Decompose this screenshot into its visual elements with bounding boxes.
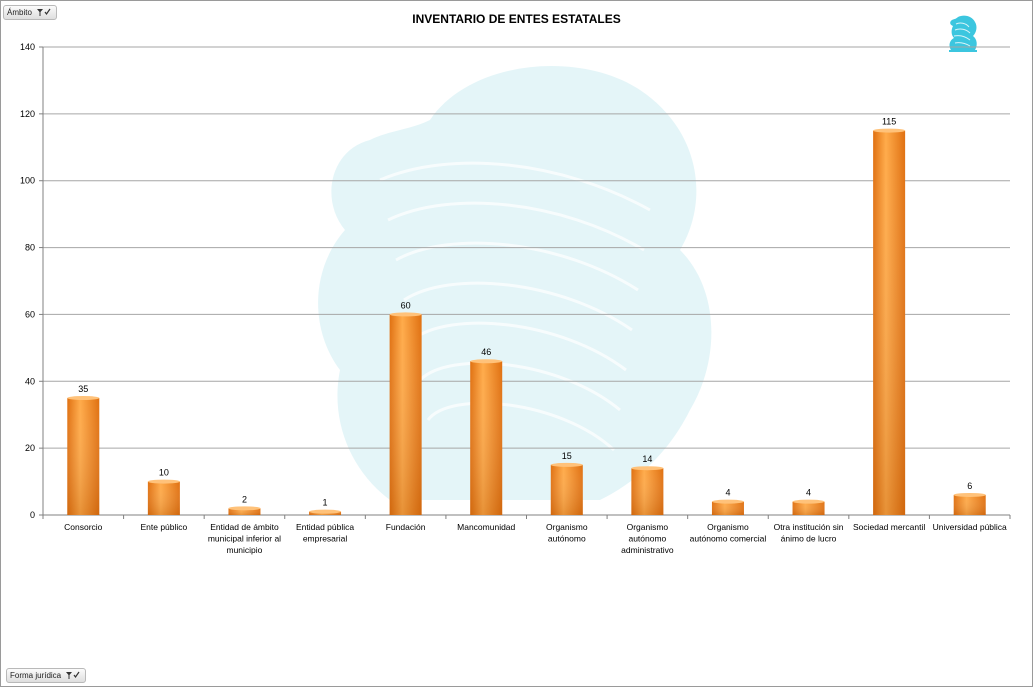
bar bbox=[389, 312, 422, 515]
y-tick-label: 80 bbox=[25, 243, 35, 253]
grid-lines bbox=[43, 46, 1010, 449]
bar bbox=[953, 492, 986, 515]
watermark-feather bbox=[411, 321, 627, 372]
data-labels: 35 10 2 1 60 46 15 14 4 4 115 6 bbox=[78, 117, 972, 508]
category-label: Universidad pública bbox=[933, 522, 1007, 532]
bar bbox=[228, 506, 261, 515]
filter-dropdown-icon bbox=[66, 671, 80, 680]
watermark-feather bbox=[403, 281, 633, 332]
category-label: Sociedad mercantil bbox=[853, 522, 925, 532]
category-label: Entidad pública empresarial bbox=[296, 522, 354, 544]
y-tick-label: 140 bbox=[20, 42, 35, 52]
data-label: 14 bbox=[642, 454, 652, 464]
bar bbox=[873, 128, 906, 516]
bars bbox=[67, 128, 986, 516]
bar bbox=[631, 466, 664, 515]
bar bbox=[309, 509, 342, 515]
x-axis-ticks: Consorcio Ente público Entidad de ámbito mu… bbox=[64, 522, 1007, 555]
category-label: Organismo autónomo bbox=[546, 522, 588, 544]
y-tick-label: 20 bbox=[25, 443, 35, 453]
bar bbox=[67, 396, 100, 515]
bar bbox=[550, 462, 583, 515]
data-label: 1 bbox=[323, 498, 328, 508]
category-label: Otra institución sin ánimo de lucro bbox=[774, 522, 844, 544]
bar bbox=[711, 499, 744, 515]
category-label: Fundación bbox=[386, 522, 426, 532]
forma-juridica-filter-button[interactable]: Forma jurídica bbox=[6, 668, 86, 683]
data-label: 46 bbox=[481, 347, 491, 357]
axes bbox=[42, 47, 1011, 519]
data-label: 2 bbox=[242, 494, 247, 504]
chart-title: INVENTARIO DE ENTES ESTATALES bbox=[412, 12, 621, 26]
filter-dropdown-icon bbox=[36, 8, 51, 17]
forma-juridica-filter-label: Forma jurídica bbox=[10, 671, 62, 680]
watermark-feather bbox=[418, 361, 621, 412]
data-label: 10 bbox=[159, 468, 169, 478]
data-label: 6 bbox=[967, 481, 972, 491]
category-label: Mancomunidad bbox=[457, 522, 515, 532]
watermark-feather bbox=[426, 401, 616, 452]
category-label: Ente público bbox=[140, 522, 187, 532]
data-label: 60 bbox=[401, 300, 411, 310]
ambito-filter-label: Ámbito bbox=[7, 8, 32, 17]
data-label: 115 bbox=[882, 117, 896, 127]
category-label: Organismo autónomo comercial bbox=[690, 522, 767, 544]
y-axis-ticks: 0 20 40 60 80 100 120 140 bbox=[20, 42, 43, 520]
watermark-shape bbox=[318, 66, 712, 500]
eagle-watermark bbox=[318, 66, 712, 500]
data-label: 15 bbox=[562, 451, 572, 461]
data-label: 35 bbox=[78, 384, 88, 394]
watermark-feather bbox=[379, 161, 651, 212]
y-tick-label: 0 bbox=[30, 510, 35, 520]
watermark-feather bbox=[387, 201, 645, 252]
data-label: 4 bbox=[806, 488, 811, 498]
category-label: Consorcio bbox=[64, 522, 103, 532]
category-label: Entidad de ámbito municipal inferior al mu… bbox=[208, 522, 281, 555]
bar bbox=[792, 499, 825, 515]
eagle-logo-icon bbox=[949, 15, 977, 52]
y-tick-label: 100 bbox=[20, 176, 35, 186]
watermark-feather bbox=[395, 241, 639, 292]
y-tick-label: 40 bbox=[25, 376, 35, 386]
y-tick-label: 120 bbox=[20, 109, 35, 119]
bar bbox=[147, 479, 180, 515]
category-label: Organismo autónomo administrativo bbox=[621, 522, 674, 555]
bar bbox=[470, 359, 503, 515]
data-label: 4 bbox=[725, 488, 730, 498]
y-tick-label: 60 bbox=[25, 309, 35, 319]
ambito-filter-button[interactable]: Ámbito bbox=[3, 5, 57, 20]
